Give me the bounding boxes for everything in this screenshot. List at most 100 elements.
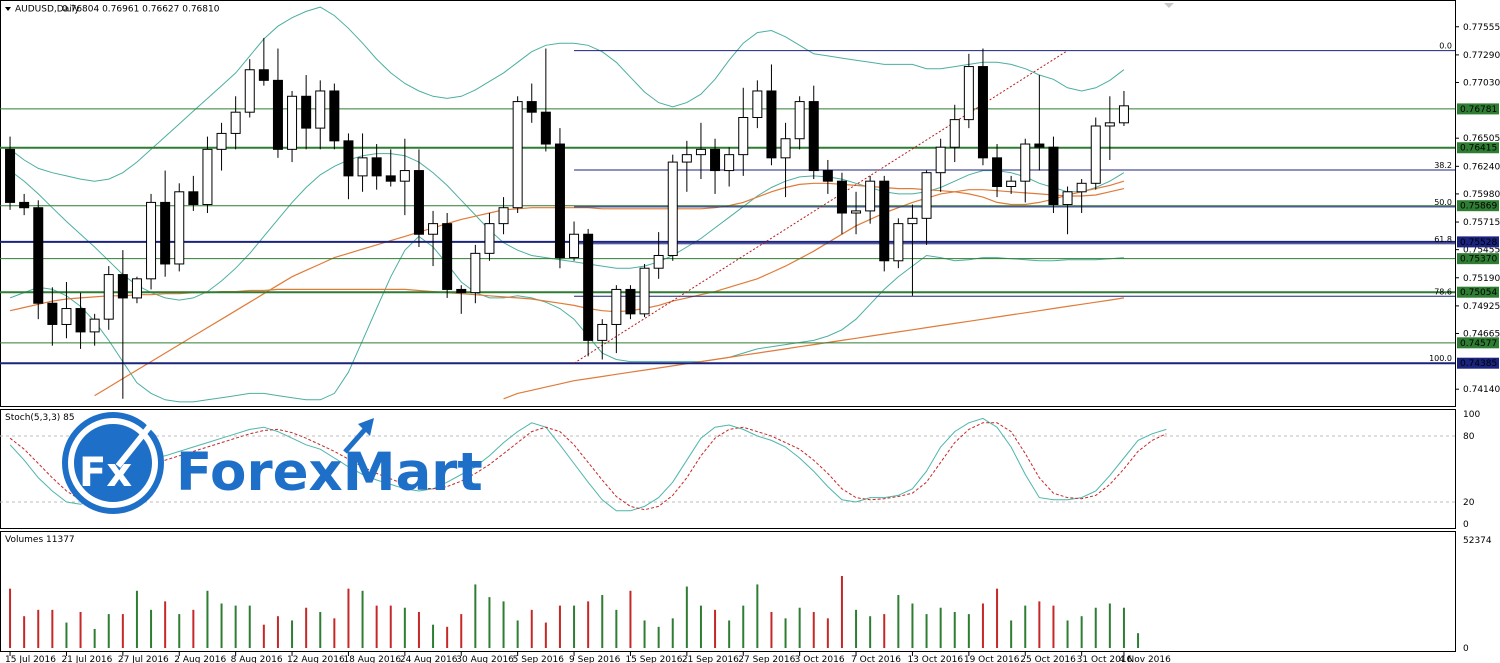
level-label: 0.75054 — [1460, 288, 1497, 298]
time-tick-label: 12 Aug 2016 — [287, 655, 345, 663]
level-label-bg — [1457, 357, 1499, 369]
time-tick-label: 15 Jul 2016 — [5, 655, 56, 663]
candle — [1062, 186, 1073, 235]
price-tick-label: 0.77290 — [1463, 51, 1500, 61]
candle-bull-body — [1090, 125, 1101, 184]
volume-panel-frame — [0, 531, 1456, 652]
candle-bull-body — [893, 223, 904, 262]
candle-bear-body — [977, 66, 988, 159]
fibo-level-label: 78.6 — [1434, 287, 1452, 296]
candle-bull-body — [794, 101, 805, 140]
level-label-bg — [1457, 236, 1499, 248]
volume-histogram: 52374 0 — [9, 536, 1492, 654]
candle — [188, 175, 199, 211]
fibo-trendline — [573, 50, 1068, 364]
price-tick-label: 0.77555 — [1463, 23, 1500, 33]
candle-bull-body — [498, 207, 509, 225]
candle — [710, 138, 721, 194]
candle — [442, 213, 453, 298]
candle — [413, 149, 424, 247]
time-tick-label: 24 Aug 2016 — [400, 655, 458, 663]
candle-bull-body — [921, 172, 932, 219]
price-tick-label: 0.75980 — [1463, 190, 1500, 200]
candle-bull-body — [653, 254, 664, 269]
candle — [258, 37, 269, 86]
stoch-main-line — [9, 417, 1167, 512]
candle — [879, 175, 890, 272]
candle-bear-body — [272, 79, 283, 150]
candle — [244, 59, 255, 118]
time-tick-label: 19 Oct 2016 — [964, 655, 1020, 663]
time-tick-label: 13 Oct 2016 — [907, 655, 963, 663]
candle — [329, 83, 340, 150]
candle — [174, 183, 185, 272]
logo-brand-text: ForexMart — [176, 442, 483, 503]
level-label-bg — [1457, 253, 1499, 265]
level-label-bg — [1457, 286, 1499, 298]
price-tick-label: 0.75190 — [1463, 274, 1500, 284]
candle — [75, 292, 86, 349]
candle — [385, 149, 396, 187]
level-label: 0.75370 — [1460, 255, 1497, 265]
candle — [822, 159, 833, 194]
candle — [1048, 136, 1059, 214]
candle-bull-body — [611, 288, 622, 325]
candle-bear-body — [836, 180, 847, 214]
candle-bull-body — [287, 95, 298, 150]
candle-bear-body — [5, 148, 16, 203]
candle-bull-body — [61, 308, 72, 325]
price-tick-label: 0.74140 — [1463, 385, 1500, 395]
candle — [597, 319, 608, 360]
candle-bear-body — [1048, 146, 1059, 206]
stochastic-oscillator: 100 80 20 0 — [0, 410, 1480, 530]
candle-bear-body — [258, 69, 269, 81]
candle-bear-body — [992, 157, 1003, 187]
candle-bear-body — [526, 101, 537, 113]
candle-bull-body — [1118, 105, 1129, 124]
time-tick-label: 15 Sep 2016 — [625, 655, 682, 663]
candle-bull-body — [1104, 122, 1115, 127]
symbol-dropdown-icon[interactable] — [5, 7, 11, 11]
candle-bear-body — [329, 90, 340, 142]
candle — [315, 80, 326, 150]
candle-bull-body — [131, 278, 142, 299]
candle — [1034, 75, 1045, 171]
candle — [794, 96, 805, 150]
candle — [287, 90, 298, 163]
candle-bull-body — [1062, 191, 1073, 206]
candle — [569, 221, 580, 261]
candle — [554, 128, 565, 269]
fibonacci-retracement: 0.0 38.2 50.0 61.8 78.6 100.0 — [573, 42, 1455, 364]
fibo-level-label: 100.0 — [1429, 354, 1452, 363]
candle — [357, 133, 368, 192]
level-label: 0.75869 — [1460, 202, 1497, 212]
candle — [865, 175, 876, 224]
candle-bull-body — [780, 138, 791, 159]
candle — [949, 104, 960, 163]
time-tick-label: 18 Aug 2016 — [343, 655, 401, 663]
candle — [371, 144, 382, 190]
price-tick-label: 0.75715 — [1463, 218, 1500, 228]
candle-bull-body — [89, 318, 100, 333]
level-label: 0.74577 — [1460, 339, 1497, 349]
candle — [540, 48, 551, 152]
stoch-signal-line — [9, 422, 1167, 511]
level-label-bg — [1457, 103, 1499, 115]
symbol-header: AUDUSD,Daily — [15, 5, 80, 15]
candle — [343, 133, 354, 200]
candle — [512, 96, 523, 214]
stoch-tick-label: 80 — [1463, 432, 1475, 442]
candle-bull-body — [470, 252, 481, 294]
candle-bull-body — [963, 66, 974, 121]
time-tick-label: 21 Sep 2016 — [682, 655, 739, 663]
candle — [681, 140, 692, 192]
candle-bear-body — [75, 308, 86, 333]
level-label: 0.75528 — [1460, 238, 1497, 248]
candle-bear-body — [540, 111, 551, 145]
fibo-level-label: 61.8 — [1434, 235, 1452, 244]
time-tick-label: 21 Jul 2016 — [61, 655, 112, 663]
level-label: 0.76415 — [1460, 144, 1497, 154]
candle — [1020, 138, 1031, 203]
candle — [907, 204, 918, 296]
candlesticks — [5, 37, 1129, 399]
